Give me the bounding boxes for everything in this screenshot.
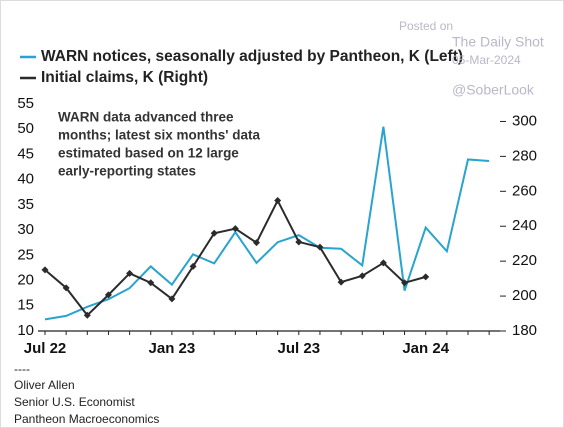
point [337,278,345,286]
y2-tick-label: 260 [512,182,537,199]
footer: Senior U.S. Economist [14,395,135,409]
watermark: 05-Mar-2024 [452,53,521,67]
point [401,279,409,287]
x-tick-label: Jan 24 [402,340,449,357]
y2-tick-label: 220 [512,252,537,269]
point [189,262,197,270]
point [253,239,260,247]
point [104,291,112,299]
y2-tick-label: 180 [512,322,537,339]
y2-tick-label: 240 [512,217,537,234]
annotation: early-reporting states [58,164,196,179]
y-tick-label: 50 [17,120,34,137]
point [147,279,155,287]
point [41,266,49,274]
y-tick-label: 25 [17,246,34,263]
series-line [44,126,490,321]
annotation: estimated based on 12 large [58,146,239,161]
y-tick-label: 20 [17,272,34,289]
x-tick-label: Jul 22 [24,340,67,357]
y-tick-label: 30 [17,221,34,238]
watermark: @SoberLook [452,82,535,98]
annotation: WARN data advanced three [58,110,234,125]
point [83,311,91,319]
point [210,229,218,237]
point [168,295,176,303]
y-tick-label: 10 [17,322,34,339]
point [126,269,134,277]
point [295,238,303,246]
point [358,272,366,280]
y-tick-label: 45 [17,145,34,162]
point [422,273,430,281]
legend-label: Initial claims, K (Right) [41,69,208,86]
legend-label: WARN notices, seasonally adjusted by Pan… [41,48,463,65]
y-tick-label: 40 [17,171,34,188]
y-tick-label: 35 [17,196,34,213]
y-tick-label: 15 [17,297,34,314]
footer: ---- [14,362,30,376]
point [316,243,324,251]
footer: Pantheon Macroeconomics [14,412,159,426]
watermark: The Daily Shot [452,34,544,50]
point [231,225,239,233]
annotation: months; latest six months' data [58,128,260,143]
watermark: Posted on [399,19,453,33]
footer: Oliver Allen [14,378,75,392]
y2-tick-label: 200 [512,287,537,304]
x-tick-label: Jul 23 [278,340,321,357]
point [62,284,70,292]
y-tick-label: 55 [17,95,34,112]
y2-tick-label: 280 [512,147,537,164]
point [379,259,387,267]
y2-tick-label: 300 [512,112,537,129]
point [274,197,282,205]
x-tick-label: Jan 23 [149,340,196,357]
